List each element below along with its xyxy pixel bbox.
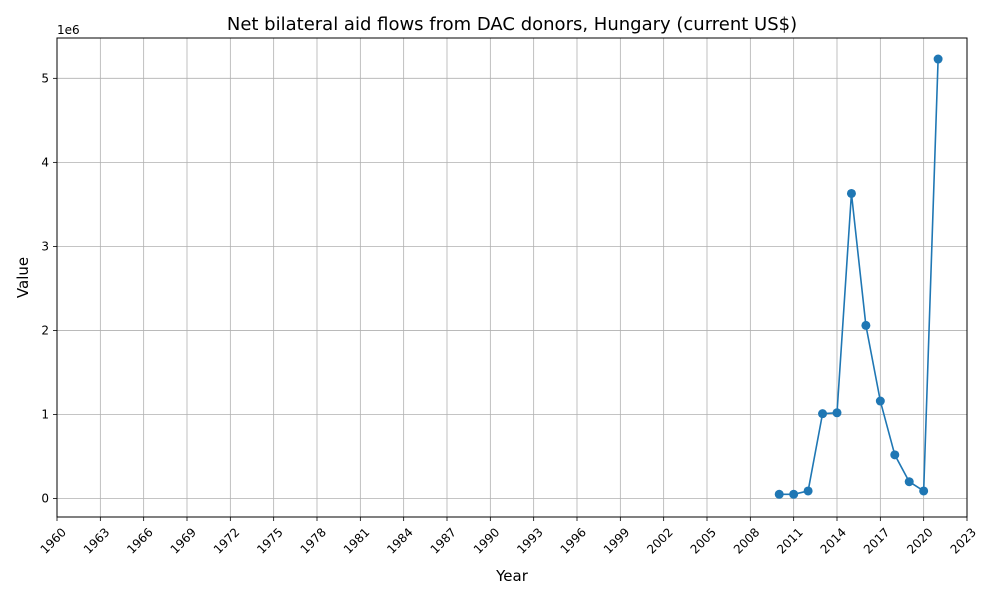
plot-frame bbox=[56, 37, 968, 518]
data-point-2017 bbox=[875, 396, 885, 406]
data-point-2013 bbox=[818, 409, 828, 419]
y-axis-label: Value bbox=[14, 257, 32, 298]
data-point-2014 bbox=[832, 408, 842, 418]
y-tick-label: 3 bbox=[41, 239, 49, 253]
y-tick-label: 1 bbox=[41, 407, 49, 421]
x-axis-label: Year bbox=[495, 567, 529, 585]
chart-title: Net bilateral aid flows from DAC donors,… bbox=[227, 14, 797, 35]
data-point-2021 bbox=[933, 54, 943, 64]
data-point-2010 bbox=[774, 489, 784, 499]
y-tick-label: 5 bbox=[41, 71, 49, 85]
y-axis-scale-offset: 1e6 bbox=[57, 23, 80, 37]
data-point-2011 bbox=[789, 489, 799, 499]
data-point-2012 bbox=[803, 486, 813, 496]
data-point-2020 bbox=[919, 486, 929, 496]
y-tick-label: 0 bbox=[41, 492, 49, 506]
data-point-2015 bbox=[846, 188, 856, 198]
data-point-2018 bbox=[890, 450, 900, 460]
y-tick-label: 2 bbox=[41, 323, 49, 337]
grid-lines bbox=[56, 38, 968, 517]
data-point-2019 bbox=[904, 477, 914, 487]
data-point-2016 bbox=[861, 320, 871, 330]
y-tick-label: 4 bbox=[41, 155, 49, 169]
data-series bbox=[774, 54, 943, 499]
